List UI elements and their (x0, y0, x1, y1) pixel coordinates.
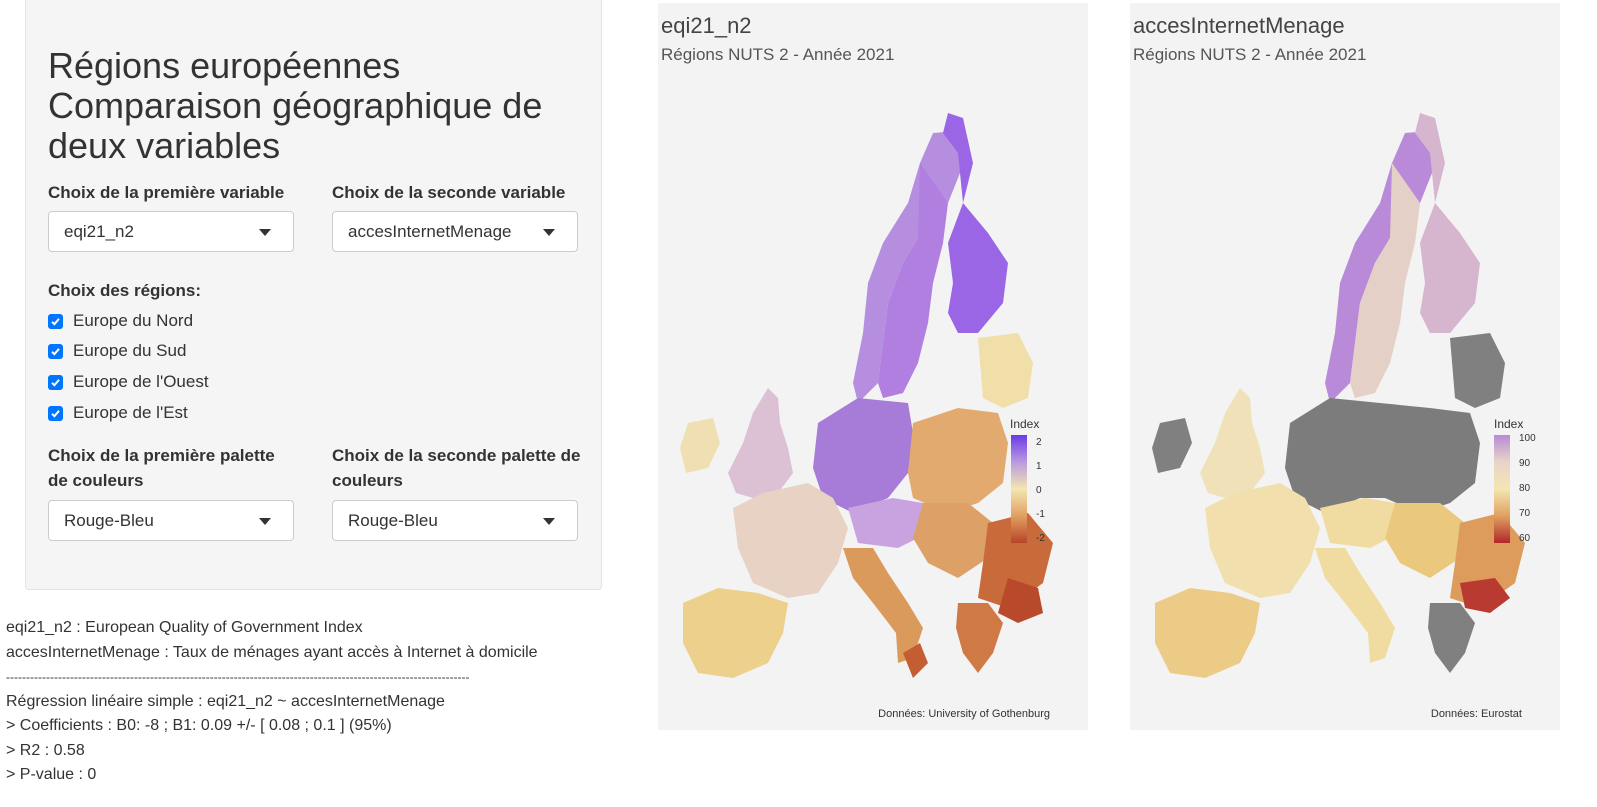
checkbox-checked-icon[interactable] (48, 313, 63, 329)
region-checkbox-label: Europe de l'Est (73, 403, 188, 422)
map-eqi21: eqi21_n2 Régions NUTS 2 - Année 2021 (658, 3, 1088, 730)
legend-tick: -2 (1036, 533, 1045, 544)
legend-title: Index (1494, 417, 1524, 431)
palette1-select-value: Rouge-Bleu (64, 511, 154, 530)
region-checkbox-ouest[interactable]: Europe de l'Ouest (48, 371, 209, 393)
sidebar-panel (25, 0, 602, 590)
europe-map (680, 113, 1053, 678)
regression-output: eqi21_n2 : European Quality of Governmen… (6, 616, 606, 788)
europe-map (1152, 113, 1525, 678)
var1-select[interactable]: eqi21_n2 (48, 211, 294, 252)
page-title-line1: Régions européennes (48, 45, 401, 86)
output-line: eqi21_n2 : European Quality of Governmen… (6, 619, 363, 636)
palette1-label: Choix de la première palette de couleurs (48, 446, 275, 490)
chevron-down-icon (259, 518, 271, 525)
var2-select[interactable]: accesInternetMenage (332, 211, 578, 252)
legend-tick: 100 (1519, 433, 1536, 444)
region-checkbox-sud[interactable]: Europe du Sud (48, 340, 186, 362)
var1-select-value: eqi21_n2 (64, 222, 134, 241)
var2-select-value: accesInternetMenage (348, 222, 512, 241)
output-separator: ----------------------------------------… (6, 670, 470, 684)
chevron-down-icon (259, 229, 271, 236)
palette1-select[interactable]: Rouge-Bleu (48, 500, 294, 541)
map-title: accesInternetMenage (1133, 13, 1345, 38)
output-line: Régression linéaire simple : eqi21_n2 ~ … (6, 692, 445, 710)
palette2-select-value: Rouge-Bleu (348, 511, 438, 530)
legend-title: Index (1010, 417, 1040, 431)
legend-tick: 80 (1519, 483, 1531, 494)
map-subtitle: Régions NUTS 2 - Année 2021 (661, 45, 895, 64)
var1-label: Choix de la première variable (48, 183, 285, 202)
output-line: > Coefficients : B0: -8 ; B1: 0.09 +/- [… (6, 717, 392, 734)
legend-tick: 70 (1519, 508, 1531, 519)
regions-label: Choix des régions: (48, 281, 202, 300)
checkbox-checked-icon[interactable] (48, 343, 63, 359)
map-acces-internet: accesInternetMenage Régions NUTS 2 - Ann… (1130, 3, 1560, 730)
legend-tick: 90 (1519, 458, 1531, 469)
region-checkbox-nord[interactable]: Europe du Nord (48, 310, 193, 332)
legend-tick: -1 (1036, 509, 1045, 520)
map-caption: Données: Eurostat (1430, 708, 1522, 720)
output-line: accesInternetMenage : Taux de ménages ay… (6, 643, 538, 661)
legend-tick: 60 (1519, 533, 1531, 544)
checkbox-checked-icon[interactable] (48, 405, 63, 421)
region-checkbox-est[interactable]: Europe de l'Est (48, 402, 188, 424)
legend-tick: 1 (1036, 461, 1042, 472)
checkbox-checked-icon[interactable] (48, 374, 63, 390)
legend-tick: 0 (1036, 485, 1042, 496)
legend-colorbar (1011, 435, 1027, 543)
output-line: > P-value : 0 (6, 766, 97, 783)
page-title: Régions européennes Comparaison géograph… (48, 46, 588, 166)
legend-tick: 2 (1036, 437, 1042, 448)
output-line: > R2 : 0.58 (6, 741, 85, 759)
palette2-label: Choix de la seconde palette de couleurs (332, 446, 581, 490)
palette2-select[interactable]: Rouge-Bleu (332, 500, 578, 541)
region-checkbox-label: Europe du Sud (73, 341, 187, 360)
legend-colorbar (1494, 435, 1510, 543)
chevron-down-icon (543, 518, 555, 525)
map-title: eqi21_n2 (661, 13, 752, 38)
map-subtitle: Régions NUTS 2 - Année 2021 (1133, 45, 1367, 64)
var2-label: Choix de la seconde variable (332, 183, 566, 202)
region-checkbox-label: Europe de l'Ouest (73, 372, 209, 391)
chevron-down-icon (543, 229, 555, 236)
page-title-line2: Comparaison géographique de deux variabl… (48, 85, 543, 166)
map-caption: Données: University of Gothenburg (878, 708, 1050, 720)
region-checkbox-label: Europe du Nord (73, 311, 194, 330)
